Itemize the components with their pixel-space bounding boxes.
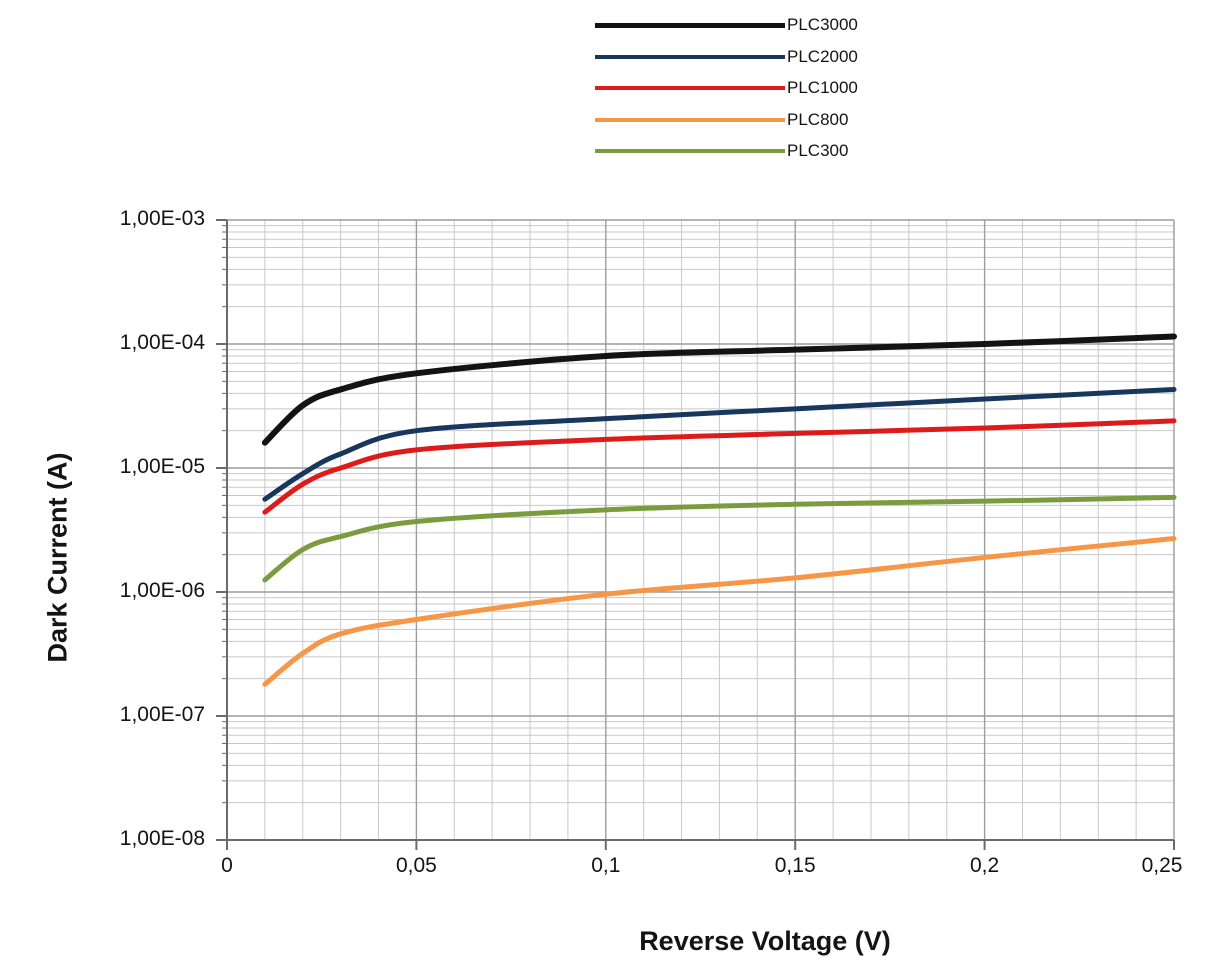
series-line-plc2000 [262, 386, 1177, 502]
legend-item-plc300: PLC300 [595, 142, 858, 160]
legend-label-plc300: PLC300 [787, 141, 849, 160]
legend-line-plc2000 [595, 54, 785, 59]
legend-line-plc300 [595, 149, 785, 153]
legend-label-plc2000: PLC2000 [787, 46, 858, 66]
y-tick-label: 1,00E-03 [119, 207, 205, 230]
y-tick-label: 1,00E-08 [119, 827, 205, 850]
legend-line-plc800 [595, 117, 785, 122]
legend-item-plc2000: PLC2000 [595, 46, 858, 66]
legend-item-plc3000: PLC3000 [595, 16, 858, 34]
y-tick-label: 1,00E-04 [119, 331, 205, 354]
y-tick-label: 1,00E-06 [119, 579, 205, 602]
legend: PLC3000 PLC2000 PLC1000 PLC800 PLC300 [595, 16, 858, 174]
legend-line-plc1000 [595, 86, 785, 90]
x-tick-label: 0,1 [591, 854, 621, 877]
series-line-plc3000 [261, 333, 1177, 446]
x-tick-label: 0,15 [774, 854, 816, 877]
legend-line-plc3000 [595, 22, 785, 28]
series-line-plc300 [262, 494, 1177, 583]
y-tick-label: 1,00E-05 [119, 455, 205, 478]
y-tick-label: 1,00E-07 [119, 703, 205, 726]
legend-item-plc1000: PLC1000 [595, 79, 858, 97]
y-axis-title: Dark Current (A) [42, 452, 73, 663]
legend-label-plc1000: PLC1000 [787, 78, 858, 97]
x-tick-label: 0,2 [969, 854, 1000, 877]
series-line-plc800 [262, 536, 1177, 687]
legend-label-plc800: PLC800 [787, 109, 849, 129]
x-axis-title: Reverse Voltage (V) [639, 926, 891, 956]
legend-label-plc3000: PLC3000 [787, 15, 858, 34]
legend-item-plc800: PLC800 [595, 109, 858, 129]
x-tick-label: 0,25 [1141, 854, 1183, 877]
x-tick-label: 0 [221, 854, 233, 877]
series-line-plc1000 [262, 418, 1177, 515]
x-tick-label: 0,05 [395, 854, 437, 877]
